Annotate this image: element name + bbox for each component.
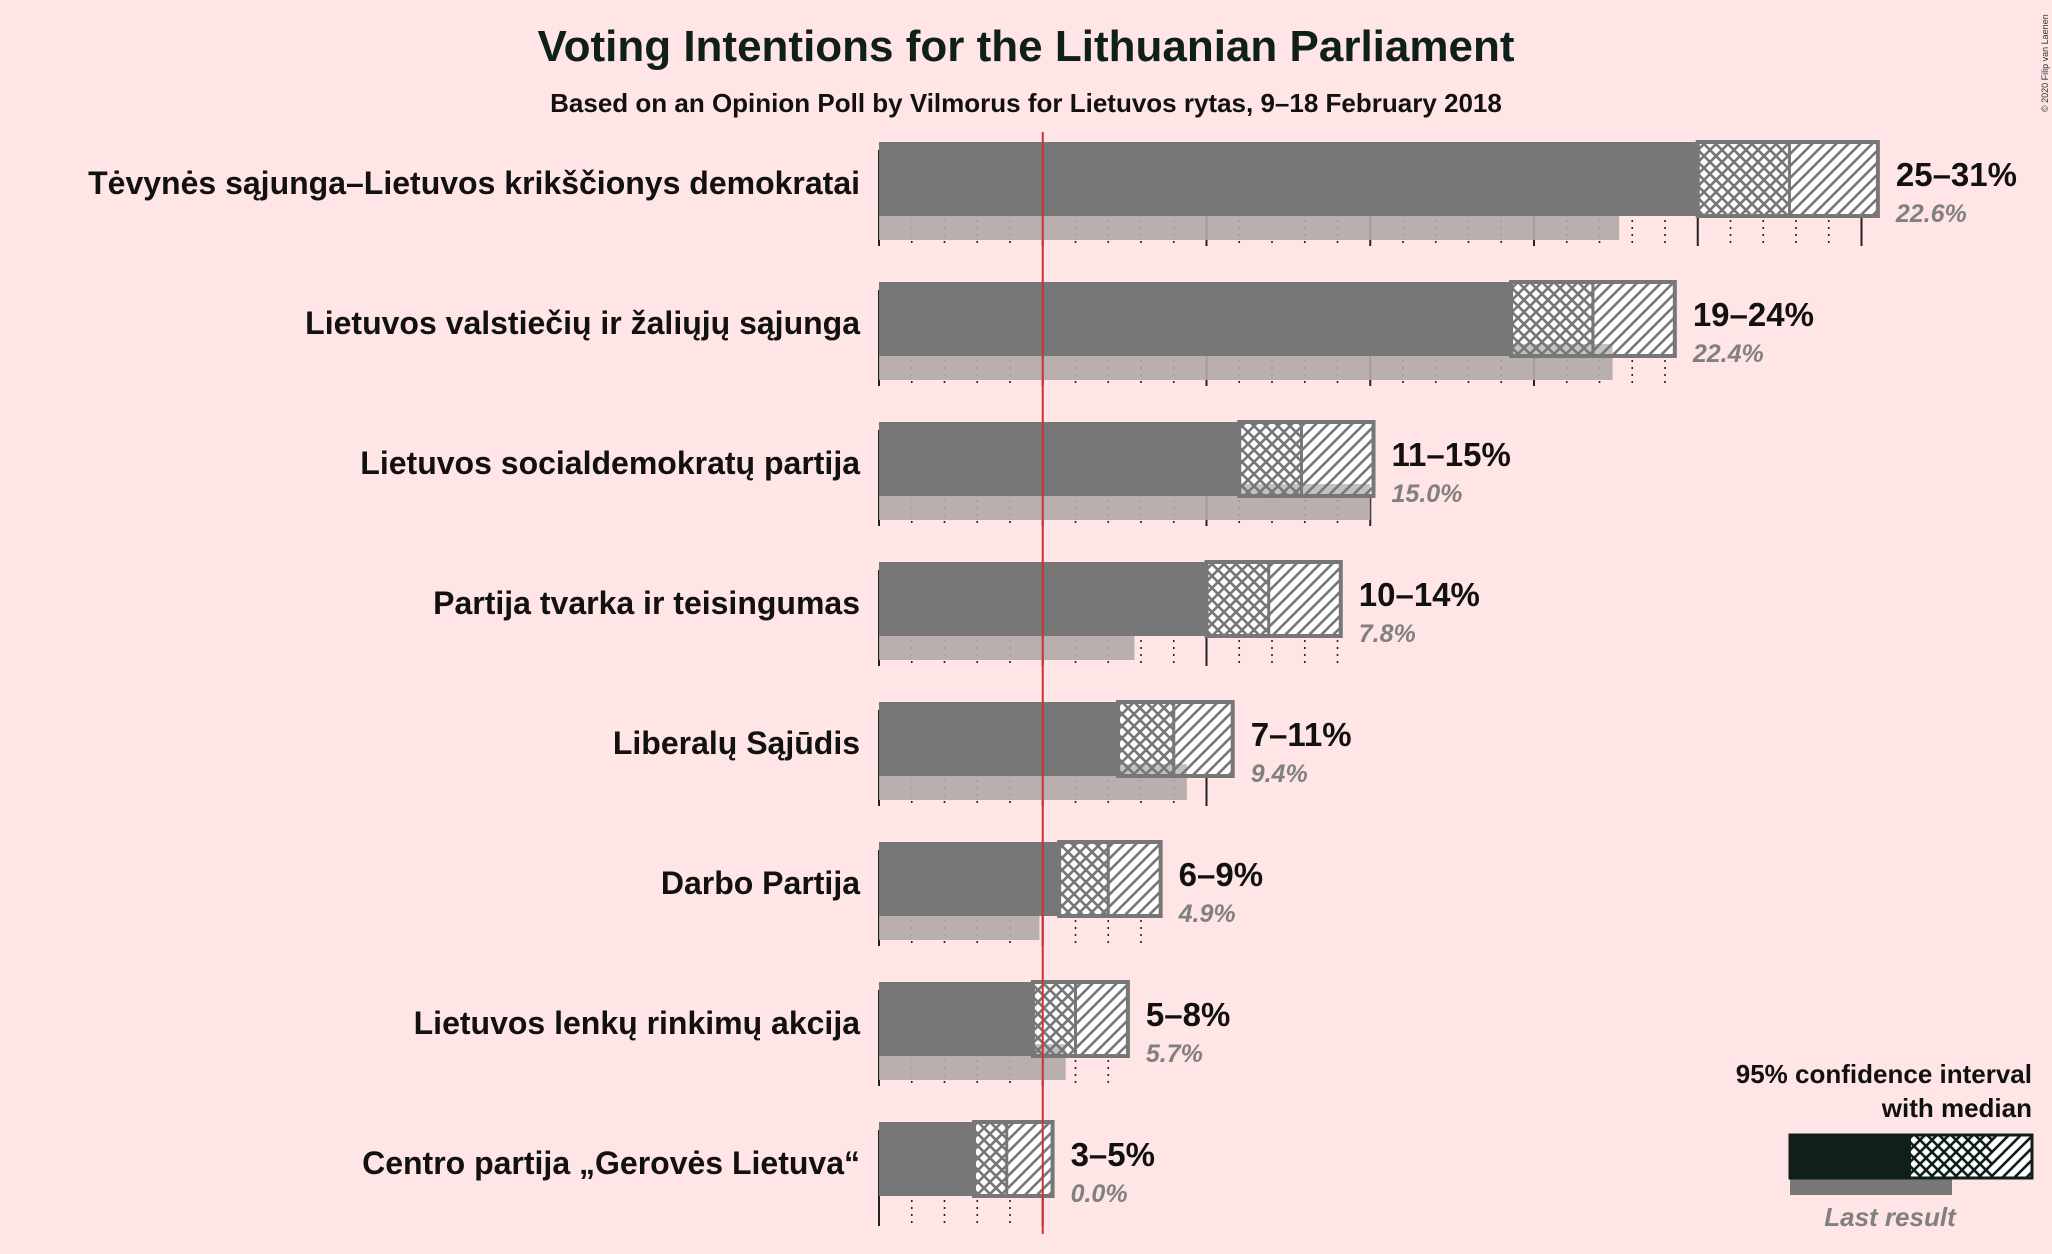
ci-outline [1695, 140, 1880, 218]
last-result-label: 22.6% [1895, 200, 1967, 228]
poll-bar [879, 982, 1033, 1056]
ci-upper-segment [1108, 842, 1161, 916]
range-label: 25–31% [1896, 156, 2017, 193]
ci-lower-segment [1059, 842, 1109, 916]
ci-upper-segment [1789, 142, 1878, 216]
party-label: Centro partija „Gerovės Lietuva“ [362, 1145, 860, 1181]
party-label: Lietuvos lenkų rinkimų akcija [414, 1005, 861, 1041]
last-result-overlap [1032, 1044, 1066, 1056]
legend-ci-lower-swatch [1911, 1135, 1992, 1178]
range-label: 10–14% [1359, 576, 1480, 613]
range-label: 3–5% [1071, 1136, 1155, 1173]
poll-bar [879, 842, 1060, 916]
party-row: Partija tvarka ir teisingumas 10–14% 7.8% [433, 560, 1480, 666]
party-row: Lietuvos lenkų rinkimų akcija 5–8% 5.7% [414, 980, 1230, 1086]
ci-lower-segment [1032, 982, 1076, 1056]
last-result-overlap [1118, 764, 1187, 776]
poll-bar [879, 422, 1240, 496]
range-label: 19–24% [1693, 296, 1814, 333]
ci-outline [971, 1120, 1055, 1198]
legend: 95% confidence interval with median Last… [1736, 1059, 2034, 1232]
ci-upper-segment [1006, 1122, 1053, 1196]
last-result-bar [879, 496, 1371, 520]
party-row: Darbo Partija 6–9% 4.9% [661, 840, 1263, 946]
chart-subtitle: Based on an Opinion Poll by Vilmorus for… [550, 88, 1502, 118]
legend-last-result-swatch [1790, 1176, 1952, 1195]
last-result-label: 22.4% [1692, 340, 1764, 368]
ci-outline [1237, 420, 1376, 498]
last-result-label: 0.0% [1071, 1180, 1128, 1208]
last-result-bar [879, 1056, 1066, 1080]
party-label: Tėvynės sąjunga–Lietuvos krikščionys dem… [88, 165, 860, 201]
poll-bar [879, 702, 1119, 776]
ci-lower-segment [1118, 702, 1174, 776]
range-label: 7–11% [1251, 716, 1352, 753]
legend-outline [1788, 1133, 2034, 1180]
last-result-bar [879, 776, 1187, 800]
range-label: 11–15% [1392, 436, 1511, 473]
ci-lower-segment [973, 1122, 1007, 1196]
party-label: Liberalų Sąjūdis [613, 725, 860, 761]
party-row: Lietuvos valstiečių ir žaliųjų sąjunga 19… [305, 280, 1814, 386]
last-result-label: 15.0% [1392, 480, 1463, 508]
last-result-label: 9.4% [1251, 760, 1308, 788]
last-result-overlap [1511, 344, 1613, 356]
ci-lower-segment [1511, 282, 1593, 356]
ci-outline [1030, 980, 1130, 1058]
legend-ci-text-line2: with median [1881, 1093, 2032, 1123]
legend-last-result-label: Last result [1824, 1202, 1957, 1232]
last-result-overlap [1239, 484, 1371, 496]
party-label: Lietuvos socialdemokratų partija [360, 445, 860, 481]
chart-rows: Tėvynės sąjunga–Lietuvos krikščionys dem… [88, 140, 2017, 1226]
poll-bar [879, 282, 1512, 356]
ci-outline [1204, 560, 1343, 638]
last-result-bar [879, 916, 1040, 940]
party-row: Lietuvos socialdemokratų partija 11–15% 15… [360, 420, 1511, 526]
party-row: Centro partija „Gerovės Lietuva“ 3–5% 0.0% [362, 1120, 1155, 1226]
party-row: Tėvynės sąjunga–Lietuvos krikščionys dem… [88, 140, 2017, 246]
last-result-label: 5.7% [1146, 1040, 1203, 1068]
poll-bar [879, 142, 1698, 216]
party-label: Partija tvarka ir teisingumas [433, 585, 860, 621]
poll-bar [879, 1122, 974, 1196]
ci-upper-segment [1301, 422, 1374, 496]
party-row: Liberalų Sąjūdis 7–11% 9.4% [613, 700, 1352, 806]
ci-outline [1116, 700, 1235, 778]
ci-upper-segment [1268, 562, 1341, 636]
ci-upper-segment [1075, 982, 1128, 1056]
range-label: 6–9% [1179, 856, 1263, 893]
legend-bar-swatch [1790, 1135, 1911, 1178]
party-label: Darbo Partija [661, 865, 860, 901]
last-result-label: 7.8% [1359, 620, 1416, 648]
party-label: Lietuvos valstiečių ir žaliųjų sąjunga [305, 305, 860, 341]
ci-upper-segment [1592, 282, 1675, 356]
ci-lower-segment [1239, 422, 1302, 496]
ci-upper-segment [1173, 702, 1233, 776]
chart-title: Voting Intentions for the Lithuanian Par… [537, 22, 1515, 71]
range-label: 5–8% [1146, 996, 1230, 1033]
last-result-bar [879, 356, 1613, 380]
legend-ci-upper-swatch [1992, 1135, 2032, 1178]
last-result-bar [879, 636, 1135, 660]
ci-outline [1057, 840, 1163, 918]
last-result-label: 4.9% [1178, 900, 1236, 928]
last-result-bar [879, 216, 1620, 240]
ci-lower-segment [1206, 562, 1269, 636]
ci-lower-segment [1697, 142, 1790, 216]
legend-ci-text-line1: 95% confidence interval [1736, 1059, 2032, 1089]
